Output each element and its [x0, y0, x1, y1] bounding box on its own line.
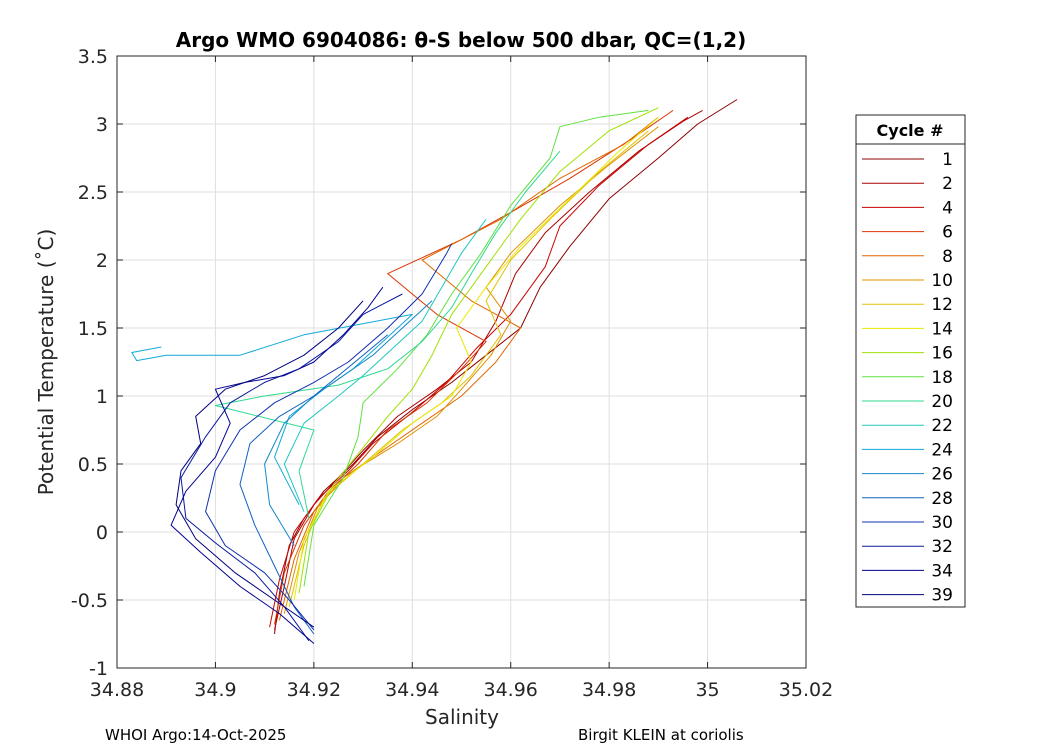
- footer-credit-right: Birgit KLEIN at coriolis: [578, 726, 744, 744]
- series-line-cycle-30: [205, 243, 453, 631]
- series-line-cycle-20: [214, 150, 561, 519]
- legend-label-cycle-34: 34: [931, 561, 953, 581]
- legend-label-cycle-10: 10: [931, 271, 953, 291]
- y-tick-label: 2.5: [78, 182, 108, 204]
- legend-title: Cycle #: [877, 121, 944, 140]
- legend-label-cycle-16: 16: [931, 344, 953, 364]
- legend-label-cycle-26: 26: [931, 465, 953, 485]
- y-axis: -1 -0.5 0 0.5 1 1.5 2 2.5 3 3.5: [71, 46, 806, 680]
- chart-title: Argo WMO 6904086: θ-S below 500 dbar, QC…: [176, 28, 746, 52]
- series-line-cycle-22: [283, 218, 487, 512]
- x-tick-label: 34.94: [385, 679, 439, 701]
- y-tick-label: 3: [96, 114, 108, 136]
- y-tick-label: 1.5: [78, 318, 108, 340]
- legend-label-cycle-6: 6: [942, 223, 953, 243]
- series-line-cycle-18: [303, 109, 649, 587]
- legend-box: [855, 114, 966, 608]
- legend-label-cycle-12: 12: [931, 295, 953, 315]
- y-tick-label: 2: [96, 250, 108, 272]
- legend-label-cycle-4: 4: [942, 198, 953, 218]
- legend: Cycle # 12468101214161820222426283032343…: [855, 114, 966, 608]
- legend-label-cycle-28: 28: [931, 489, 953, 509]
- legend-label-cycle-32: 32: [931, 537, 953, 557]
- y-tick-label: 1: [96, 386, 108, 408]
- y-tick-label: -0.5: [71, 590, 108, 612]
- series-layer: [131, 99, 738, 644]
- y-tick-label: 0: [96, 522, 108, 544]
- legend-label-cycle-20: 20: [931, 392, 953, 412]
- series-line-cycle-16: [298, 107, 659, 594]
- y-tick-label: 3.5: [78, 46, 108, 68]
- y-tick-label: -1: [89, 658, 108, 680]
- series-line-cycle-1: [274, 99, 738, 635]
- series-line-cycle-24: [131, 313, 413, 506]
- x-axis-label: Salinity: [425, 705, 499, 729]
- y-tick-label: 0.5: [78, 454, 108, 476]
- y-axis-label: Potential Temperature (˚C): [34, 229, 58, 496]
- series-line-cycle-39: [175, 300, 364, 628]
- series-line-cycle-34: [170, 286, 384, 644]
- x-axis: 34.88 34.9 34.92 34.94 34.96 34.98 35 35.02: [90, 56, 833, 701]
- series-line-cycle-12: [288, 130, 649, 607]
- x-tick-label: 35: [695, 679, 719, 701]
- series-line-cycle-14: [293, 116, 659, 601]
- series-line-cycle-4: [269, 116, 689, 628]
- footer-credit-left: WHOI Argo:14-Oct-2025: [105, 726, 287, 744]
- x-tick-label: 34.9: [194, 679, 236, 701]
- plot-area-border: [116, 55, 807, 669]
- legend-label-cycle-22: 22: [931, 416, 953, 436]
- legend-label-cycle-30: 30: [931, 513, 953, 533]
- series-line-cycle-28: [239, 334, 389, 635]
- legend-label-cycle-39: 39: [931, 586, 953, 606]
- x-tick-label: 34.92: [287, 679, 341, 701]
- legend-label-cycle-18: 18: [931, 368, 953, 388]
- legend-label-cycle-24: 24: [931, 440, 953, 460]
- x-tick-label: 34.96: [484, 679, 538, 701]
- legend-label-cycle-1: 1: [942, 150, 953, 170]
- legend-label-cycle-2: 2: [942, 174, 953, 194]
- x-tick-label: 35.02: [779, 679, 833, 701]
- legend-label-cycle-14: 14: [931, 319, 953, 339]
- x-tick-label: 34.88: [90, 679, 144, 701]
- series-line-cycle-32: [180, 293, 403, 642]
- legend-label-cycle-8: 8: [942, 247, 953, 267]
- x-tick-label: 34.98: [582, 679, 636, 701]
